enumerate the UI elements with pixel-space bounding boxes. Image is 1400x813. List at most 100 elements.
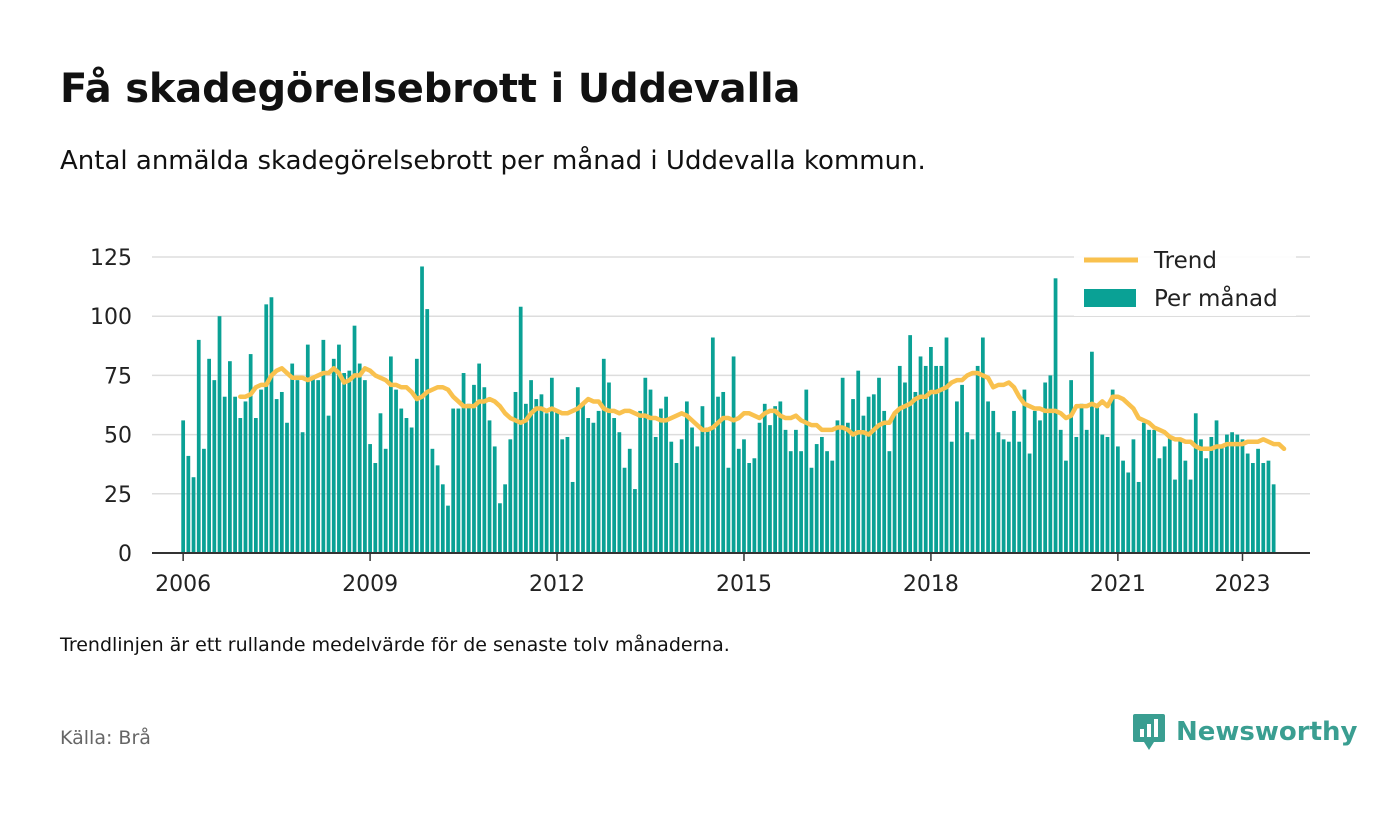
bar [575, 387, 580, 553]
bar [477, 363, 482, 553]
bar [1152, 429, 1157, 553]
bar [331, 358, 336, 553]
bar [440, 484, 445, 553]
bar [731, 356, 736, 553]
bar [487, 420, 492, 553]
source-label: Källa: Brå [60, 727, 151, 749]
legend-bar-swatch [1084, 289, 1136, 307]
bar [181, 420, 186, 553]
bar [991, 410, 996, 553]
bar [788, 451, 793, 553]
bar [1090, 351, 1094, 553]
y-tick-label: 125 [90, 246, 132, 271]
bar [570, 481, 575, 553]
bar [757, 422, 762, 553]
x-tick-label: 2021 [1090, 572, 1146, 597]
bar [1110, 389, 1115, 553]
bar [778, 401, 783, 553]
bar [1043, 382, 1048, 553]
bar [721, 391, 726, 553]
bar [1183, 460, 1188, 553]
bar [851, 399, 855, 553]
bar [399, 408, 404, 553]
bar [980, 337, 985, 553]
bar [970, 439, 975, 553]
bar [430, 448, 435, 553]
bar [425, 309, 430, 553]
y-tick-label: 100 [90, 305, 132, 330]
bar [212, 380, 217, 553]
bar [581, 403, 585, 553]
bar [1058, 429, 1063, 553]
bar [539, 394, 544, 553]
bar [326, 415, 331, 553]
bar [368, 444, 372, 553]
bar [529, 380, 533, 553]
bar [586, 418, 591, 553]
bar [653, 436, 658, 553]
bar [472, 384, 476, 553]
bar [383, 448, 388, 553]
bar [710, 337, 715, 553]
bar [466, 403, 471, 553]
bar [752, 458, 757, 553]
bar [773, 406, 778, 553]
y-tick-label: 25 [104, 483, 132, 508]
bar [1173, 479, 1177, 553]
bar [690, 427, 694, 553]
bar [856, 370, 861, 553]
bar [835, 420, 840, 553]
bar [965, 432, 970, 553]
bar [389, 356, 393, 553]
bar [300, 432, 305, 553]
bar [1235, 434, 1240, 553]
x-tick-label: 2023 [1214, 572, 1270, 597]
bar [352, 325, 357, 553]
bar [664, 396, 668, 553]
chat-chart-icon [1133, 714, 1165, 750]
bar [222, 396, 227, 553]
bar [1116, 446, 1120, 553]
bar [1240, 439, 1245, 553]
bar [534, 399, 539, 553]
x-tick-label: 2018 [903, 572, 959, 597]
bar [1251, 463, 1255, 553]
bar [311, 377, 315, 553]
bar [1147, 429, 1151, 553]
bar [285, 422, 289, 553]
bar [207, 358, 211, 553]
bar [1006, 441, 1011, 553]
bar [633, 489, 637, 553]
bar [892, 413, 897, 553]
bar [809, 467, 814, 553]
bar [259, 389, 263, 553]
bar [1157, 458, 1162, 553]
bar [768, 425, 772, 553]
bar [549, 377, 554, 553]
bar [1225, 434, 1229, 553]
bar [1209, 436, 1214, 553]
bar [316, 380, 321, 553]
bar [1017, 441, 1022, 553]
bar [830, 460, 835, 553]
bar [518, 306, 523, 553]
bar [253, 418, 258, 553]
bar [560, 439, 565, 553]
bar [1084, 429, 1089, 553]
bar [1121, 460, 1125, 553]
bar [513, 391, 518, 553]
bar [228, 361, 232, 553]
bar [1069, 380, 1073, 553]
footnote: Trendlinjen är ett rullande medelvärde f… [60, 634, 730, 656]
bar [196, 339, 201, 553]
bar [1038, 420, 1042, 553]
brand-logo[interactable]: Newsworthy [1132, 712, 1357, 752]
bar [762, 403, 767, 553]
bar [612, 418, 617, 553]
bar [908, 335, 913, 553]
bar [887, 451, 892, 553]
bar [949, 441, 954, 553]
brand-name[interactable]: Newsworthy [1176, 717, 1358, 747]
bar [243, 401, 248, 553]
bar [565, 436, 570, 553]
